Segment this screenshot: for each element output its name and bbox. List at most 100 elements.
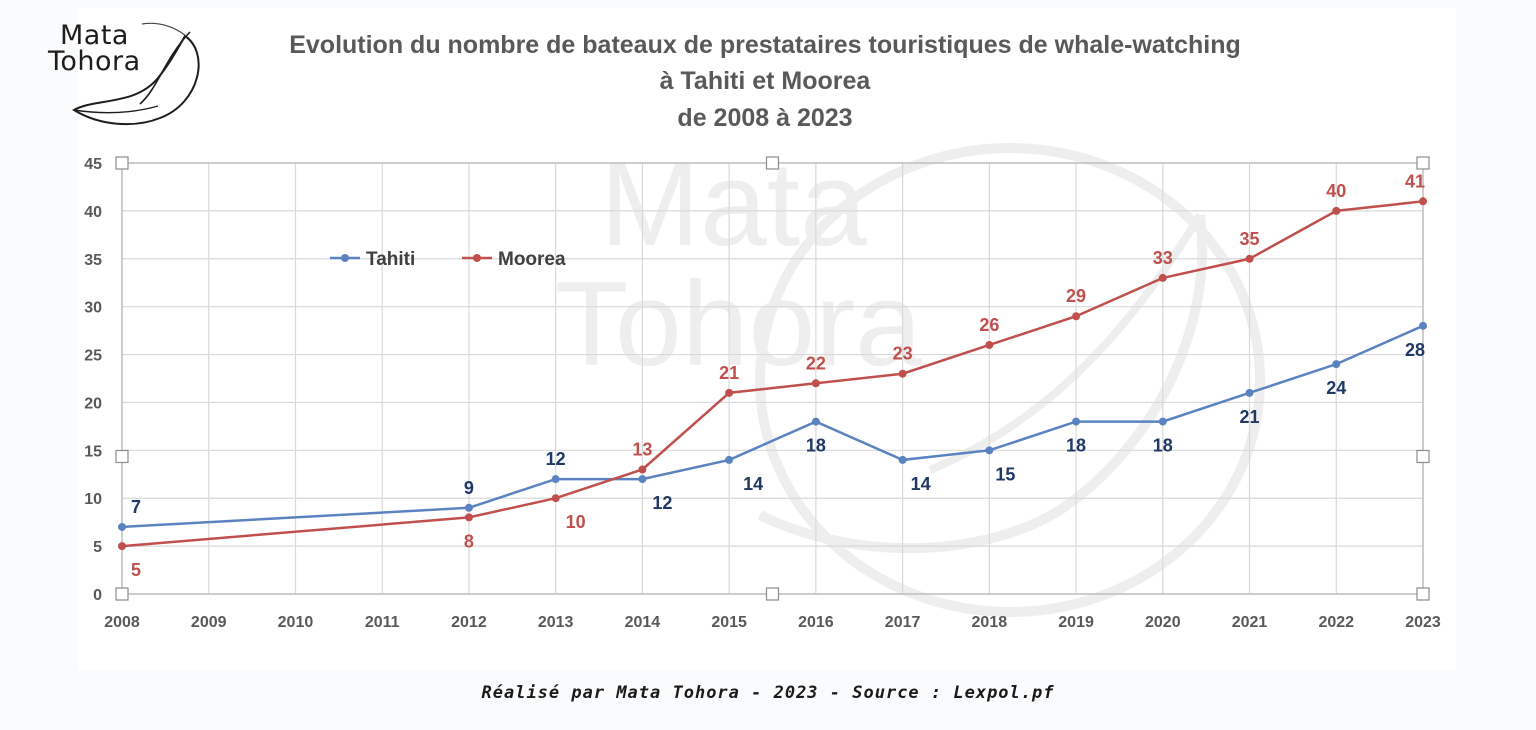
y-tick-label: 45 [84,156,102,173]
data-point-tahiti [551,475,560,484]
x-tick-label: 2008 [104,614,140,631]
chart-title-line2: à Tahiti et Moorea [659,67,871,95]
data-point-moorea [1419,197,1427,206]
y-tick-label: 40 [84,204,102,221]
chart-title-line1: Evolution du nombre de bateaux de presta… [289,31,1241,59]
data-label-tahiti: 21 [1240,407,1260,427]
data-label-moorea: 8 [464,531,474,551]
series [118,197,1427,551]
data-label-moorea: 40 [1326,181,1346,201]
legend-label-moorea: Moorea [498,249,566,270]
resize-handle [765,587,780,601]
resize-handle [115,449,129,464]
x-tick-label: 2016 [798,614,834,631]
data-label-moorea: 33 [1153,248,1173,268]
legend-label-tahiti: Tahiti [366,249,415,270]
data-point-tahiti [1332,360,1341,369]
legend: Tahiti Moorea [330,249,566,270]
data-point-tahiti [811,417,820,426]
selection-handles [115,156,1430,601]
data-label-moorea: 29 [1066,286,1086,306]
data-point-moorea [464,513,473,522]
data-label-tahiti: 24 [1326,378,1346,398]
data-label-moorea: 26 [979,315,999,335]
x-tick-label: 2021 [1232,614,1268,631]
data-label-tahiti: 9 [464,478,474,498]
data-point-moorea [1158,273,1167,282]
data-point-tahiti [638,475,647,484]
resize-handle [1416,449,1430,464]
x-tick-label: 2014 [625,614,661,631]
x-tick-label: 2017 [885,614,921,631]
y-tick-label: 15 [84,443,102,460]
data-point-moorea [551,494,560,503]
x-tick-label: 2010 [278,614,314,631]
data-label-moorea: 13 [632,439,652,459]
x-tick-label: 2022 [1318,614,1354,631]
x-tick-label: 2009 [191,614,227,631]
y-tick-label: 20 [84,395,102,412]
data-label-moorea: 10 [566,512,586,532]
y-tick-label: 25 [84,348,102,365]
y-tick-label: 35 [84,252,102,269]
footer-credit: Réalisé par Mata Tohora - 2023 - Source … [481,683,1055,703]
data-point-tahiti [1158,417,1167,426]
data-label-tahiti: 18 [1066,436,1086,456]
data-point-moorea [898,369,907,378]
data-label-moorea: 23 [893,344,913,364]
data-label-moorea: 21 [719,363,739,383]
data-point-tahiti [118,522,126,531]
data-label-tahiti: 15 [995,464,1015,484]
resize-handle [1416,587,1430,601]
data-point-moorea [638,465,647,474]
y-tick-label: 10 [84,491,102,508]
x-tick-label: 2011 [365,614,400,631]
data-labels: 7 9 12 12 14 18 14 15 18 18 21 24 28 5 8 10 13 21 22 23 26 29… [131,171,1425,580]
axes: 0 5 10 15 20 25 30 35 40 45 2008 2009 2010 2011 2012 20… [84,156,1441,631]
legend-marker-moorea [473,254,481,262]
data-point-tahiti [898,455,907,464]
data-point-tahiti [725,455,734,464]
data-point-moorea [1245,254,1254,263]
x-tick-label: 2012 [451,614,487,631]
data-point-moorea [985,340,994,349]
data-point-moorea [1072,312,1081,321]
data-label-moorea: 41 [1405,171,1425,191]
logo-text-line1: Mata [60,20,129,51]
data-label-tahiti: 18 [1153,436,1173,456]
data-point-moorea [1332,206,1341,215]
data-label-tahiti: 14 [743,474,763,494]
data-point-tahiti [464,503,473,512]
resize-handle [115,587,129,601]
y-tick-label: 0 [93,587,102,604]
data-point-tahiti [985,446,994,455]
y-tick-label: 30 [84,300,102,317]
data-label-moorea: 35 [1240,229,1260,249]
x-tick-label: 2023 [1405,614,1441,631]
mata-tohora-logo [72,22,200,126]
resize-handle [115,156,129,170]
data-point-tahiti [1072,417,1081,426]
data-label-tahiti: 28 [1405,340,1425,360]
data-label-moorea: 22 [806,353,826,373]
data-point-moorea [725,388,734,397]
x-tick-label: 2018 [972,614,1008,631]
data-point-moorea [811,379,820,388]
data-label-tahiti: 18 [806,436,826,456]
legend-marker-tahiti [341,254,349,262]
data-point-tahiti [1245,388,1254,397]
watermark-text-line1: Mata [600,137,867,271]
x-tick-label: 2015 [711,614,747,631]
data-label-tahiti: 7 [131,497,141,517]
chart-title-line3: de 2008 à 2023 [677,104,853,132]
resize-handle [765,156,780,170]
watermark: Mata Tohora [555,137,1265,617]
watermark-text-line2: Tohora [555,257,922,391]
data-point-tahiti [1419,321,1427,330]
data-label-tahiti: 14 [911,474,931,494]
resize-handle [1416,156,1430,170]
data-point-moorea [118,542,126,551]
x-tick-label: 2013 [538,614,574,631]
data-label-tahiti: 12 [652,493,672,513]
